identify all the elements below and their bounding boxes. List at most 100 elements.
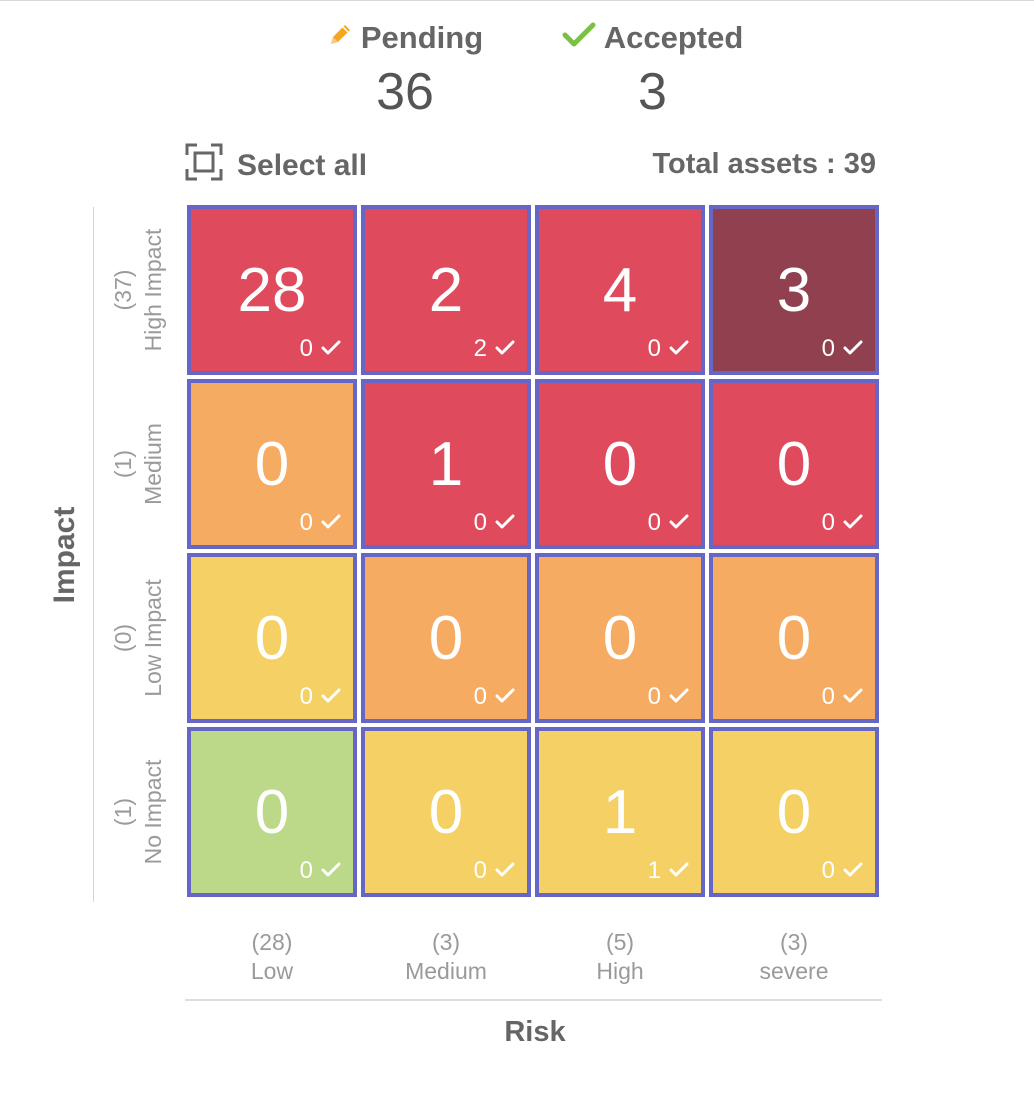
top-divider xyxy=(0,0,1034,1)
total-assets: Total assets : 39 xyxy=(652,148,876,180)
pending-count: 36 xyxy=(376,63,434,121)
cell-count: 28 xyxy=(237,255,307,325)
cell-count: 4 xyxy=(602,255,638,325)
row-label: (0) Low Impact xyxy=(108,579,168,697)
cell-accepted-count: 0 xyxy=(473,857,487,884)
cell-accepted-count: 2 xyxy=(473,335,487,362)
row-name: Medium xyxy=(140,423,166,505)
check-icon xyxy=(669,509,689,537)
cell-count: 1 xyxy=(428,429,464,499)
cell-accepted: 0 xyxy=(474,683,515,711)
row-count: (0) xyxy=(110,623,136,653)
check-icon xyxy=(843,683,863,711)
y-axis-title: Impact xyxy=(48,506,81,604)
column-name: Medium xyxy=(405,958,487,984)
cell-accepted: 0 xyxy=(474,857,515,885)
row-label: (37) High Impact xyxy=(108,229,168,352)
check-icon xyxy=(843,509,863,537)
column-count: (3) xyxy=(431,929,461,955)
accepted-summary[interactable]: Accepted 3 xyxy=(555,20,750,122)
accepted-label: Accepted xyxy=(603,20,744,55)
pending-header: Pending xyxy=(320,20,490,56)
cell-accepted: 0 xyxy=(474,509,515,537)
column-label: (3) severe xyxy=(709,928,879,986)
row-name: High Impact xyxy=(140,228,166,352)
cell-count: 2 xyxy=(428,255,464,325)
column-count: (28) xyxy=(251,929,293,955)
row-count: (1) xyxy=(110,449,136,479)
cell-count: 0 xyxy=(428,777,464,847)
pencil-icon xyxy=(327,20,353,56)
cell-count: 0 xyxy=(776,603,812,673)
row-name: No Impact xyxy=(140,759,166,865)
column-name: severe xyxy=(759,958,829,984)
accepted-header: Accepted xyxy=(555,20,750,56)
cell-accepted-count: 0 xyxy=(299,857,313,884)
select-frame-icon xyxy=(185,143,223,189)
cell-accepted-count: 0 xyxy=(821,335,835,362)
column-name: Low xyxy=(250,958,294,984)
cell-accepted: 0 xyxy=(822,509,863,537)
check-icon xyxy=(562,20,596,56)
cell-accepted-count: 0 xyxy=(821,683,835,710)
select-all-button[interactable]: Select all xyxy=(185,143,367,189)
cell-accepted-count: 0 xyxy=(647,509,661,536)
cell-count: 0 xyxy=(602,429,638,499)
column-label: (28) Low xyxy=(187,928,357,986)
cell-accepted: 0 xyxy=(822,335,863,363)
cell-count: 0 xyxy=(602,603,638,673)
cell-accepted-count: 0 xyxy=(821,857,835,884)
cell-count: 0 xyxy=(776,429,812,499)
check-icon xyxy=(843,335,863,363)
cell-accepted: 1 xyxy=(648,857,689,885)
cell-count: 0 xyxy=(776,777,812,847)
column-name: High xyxy=(596,958,644,984)
check-icon xyxy=(495,509,515,537)
cell-accepted-count: 0 xyxy=(647,335,661,362)
cell-accepted-count: 0 xyxy=(299,683,313,710)
pending-summary[interactable]: Pending 36 xyxy=(320,20,490,122)
x-axis-title: Risk xyxy=(504,1016,566,1048)
column-count: (3) xyxy=(779,929,809,955)
cell-accepted: 0 xyxy=(822,683,863,711)
column-label: (5) High xyxy=(535,928,705,986)
pending-label: Pending xyxy=(360,20,484,55)
cell-count: 0 xyxy=(254,777,290,847)
cell-accepted: 0 xyxy=(822,857,863,885)
column-label: (3) Medium xyxy=(361,928,531,986)
cell-accepted-count: 0 xyxy=(299,335,313,362)
accepted-count: 3 xyxy=(638,63,667,121)
cell-accepted: 0 xyxy=(648,683,689,711)
cell-accepted: 0 xyxy=(300,683,341,711)
check-icon xyxy=(495,857,515,885)
cell-accepted-count: 0 xyxy=(299,509,313,536)
row-count: (1) xyxy=(110,797,136,827)
check-icon xyxy=(843,857,863,885)
row-label: (1) No Impact xyxy=(108,760,168,865)
check-icon xyxy=(321,683,341,711)
cell-accepted: 0 xyxy=(300,509,341,537)
cell-count: 3 xyxy=(776,255,812,325)
cell-count: 0 xyxy=(428,603,464,673)
check-icon xyxy=(495,335,515,363)
x-axis-line xyxy=(185,999,882,1001)
row-label: (1) Medium xyxy=(108,423,168,505)
matrix-cell[interactable]: 28 0 xyxy=(187,205,357,375)
check-icon xyxy=(669,335,689,363)
check-icon xyxy=(495,683,515,711)
